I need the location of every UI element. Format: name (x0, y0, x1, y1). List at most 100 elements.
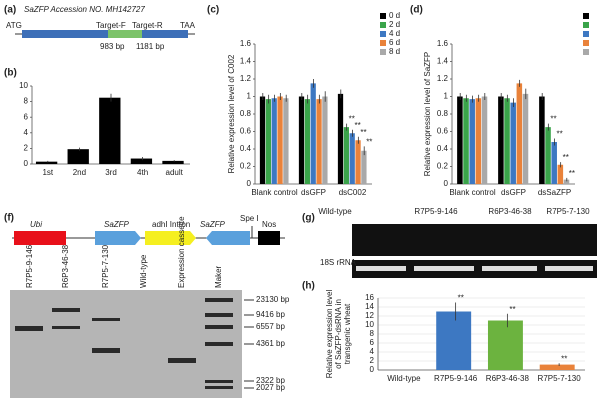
gel-image (10, 290, 242, 398)
x-tick-label: R7P5-7-130 (538, 374, 582, 383)
bar (481, 96, 488, 184)
y-tick-label: 1.4 (240, 57, 252, 66)
x-tick-label: Wild-type (387, 374, 421, 383)
bar (510, 102, 516, 184)
x-tick-label: 1st (42, 168, 53, 177)
y-tick-label: 0.2 (437, 162, 449, 171)
x-tick-label: dsC002 (339, 188, 367, 197)
bar (457, 96, 463, 184)
lane-label: R7P5-9-146 (25, 244, 34, 288)
significance: ** (366, 137, 372, 146)
legend-label: 4 d (389, 29, 400, 38)
bar (67, 149, 89, 164)
x-tick-label: dsSaZFP (538, 188, 571, 197)
accession: SaZFP Accession NO. MH142727 (24, 5, 145, 14)
lane-label: Maker (214, 265, 223, 288)
part-label: adhI Intron (152, 220, 190, 229)
x-tick-label: 2nd (73, 168, 86, 177)
bar (504, 98, 510, 184)
bar (343, 127, 349, 184)
bar (259, 96, 266, 184)
bar (277, 96, 283, 184)
bar (539, 364, 575, 370)
bar (487, 320, 523, 370)
lane-label: R7P5-7-130 (546, 207, 590, 216)
panel-label: (f) (4, 213, 14, 224)
significance: ** (509, 305, 515, 314)
rrna-blot (352, 260, 597, 278)
y-tick-label: 8 (24, 97, 29, 106)
bar (436, 311, 472, 370)
bar (355, 140, 361, 184)
x-tick-label: Blank control (251, 188, 297, 197)
nos-box (258, 231, 280, 245)
panel-label: (d) (410, 5, 423, 16)
bar (265, 99, 271, 184)
bar (283, 98, 289, 184)
x-tick-label: 4th (137, 168, 148, 177)
x-tick-label: dsGFP (501, 188, 526, 197)
control-label: 18S rRNA (320, 258, 357, 267)
y-tick-label: 0 (24, 159, 29, 168)
panel-label: (a) (4, 5, 16, 16)
y-tick-label: 1.6 (240, 39, 252, 48)
marker-label: 2027 bp (256, 383, 285, 392)
lane-label: Wild-type (139, 254, 148, 288)
bar (563, 179, 570, 184)
y-tick-label: 1.2 (437, 74, 449, 83)
y-tick-label: 0.6 (240, 127, 252, 136)
significance: ** (563, 153, 569, 162)
sazfp-arrow (95, 231, 141, 245)
bar (522, 93, 529, 184)
intron-box (145, 231, 196, 245)
bar (469, 99, 475, 184)
part-label: Spe I (240, 214, 259, 223)
legend-swatch (583, 40, 589, 46)
x-tick-label: R7P5-9-146 (434, 374, 478, 383)
y-axis-label: Relative expression level (325, 290, 334, 379)
bar (162, 160, 184, 164)
start-codon: ATG (6, 21, 22, 30)
y-tick-label: 1.4 (437, 57, 449, 66)
bar (271, 98, 277, 184)
y-tick-label: 6 (370, 338, 375, 347)
bar (316, 99, 322, 184)
legend-swatch (380, 31, 386, 37)
significance: ** (360, 128, 366, 137)
panel-label: (b) (4, 68, 17, 79)
x-tick-label: R6P3-46-38 (486, 374, 530, 383)
part-label: Ubi (30, 220, 42, 229)
bar (337, 93, 344, 184)
x-tick-label: adult (166, 168, 184, 177)
y-tick-label: 14 (365, 302, 374, 311)
bar (545, 127, 551, 184)
y-tick-label: 1 (444, 92, 449, 101)
legend-swatch (583, 31, 589, 37)
significance: ** (550, 115, 556, 124)
panel-label: (h) (302, 281, 315, 292)
legend-label: 6 d (389, 38, 400, 47)
target-f: Target-F (96, 21, 126, 30)
legend-swatch (583, 22, 589, 28)
x-tick-label: Blank control (449, 188, 495, 197)
lane-label: R6P3-46-38 (61, 244, 70, 288)
y-tick-label: 16 (365, 293, 374, 302)
lane-label: R7P5-7-130 (101, 244, 110, 288)
y-tick-label: 0.6 (437, 127, 449, 136)
significance: ** (355, 121, 361, 130)
gel-bands (15, 298, 233, 389)
x-tick-label: dsGFP (301, 188, 326, 197)
y-axis-label: Relative expression level of C002 (227, 54, 236, 173)
bar (322, 96, 328, 184)
significance: ** (349, 115, 355, 124)
y-tick-label: 0 (247, 179, 252, 188)
bar (516, 83, 523, 184)
significance: ** (569, 169, 575, 178)
part-label: SaZFP (200, 220, 226, 229)
significance: ** (458, 294, 464, 303)
bar (35, 161, 58, 164)
panel-label: (g) (302, 213, 315, 224)
marker-label: 2322 bp (256, 376, 285, 385)
bar (498, 96, 504, 184)
